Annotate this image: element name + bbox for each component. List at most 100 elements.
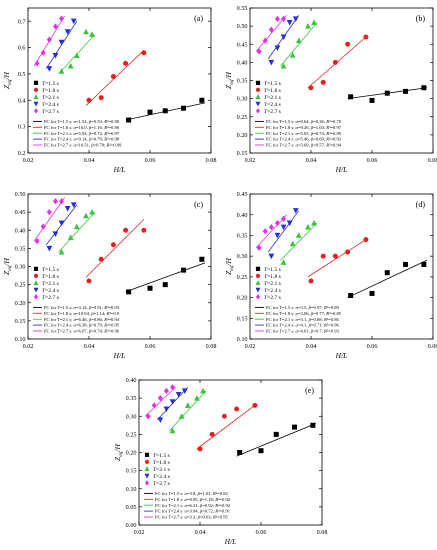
data-point xyxy=(305,23,311,29)
legend-marker xyxy=(144,466,150,471)
y-tick-label: 0.15 xyxy=(15,318,26,325)
legend-marker xyxy=(255,87,261,92)
data-point xyxy=(421,261,427,267)
data-point xyxy=(126,289,132,295)
x-tick-label: 0.06 xyxy=(367,157,378,164)
data-point xyxy=(289,52,296,58)
series-1 xyxy=(236,422,317,457)
data-point xyxy=(320,253,326,259)
legend-label: T=2.4 s xyxy=(42,102,59,108)
y-tick-label: 0.25 xyxy=(15,282,26,289)
y-tick-label: 0.15 xyxy=(126,468,137,475)
data-point xyxy=(199,97,205,103)
data-point xyxy=(73,52,80,58)
x-tick-label: 0.02 xyxy=(245,157,256,164)
fit-line xyxy=(280,222,318,261)
fit-legend-label: FC for T=2.4 s: α=4.1, β=0.71; R²=0.96 xyxy=(266,323,339,329)
fit-legend-label: FC for T=1.5 s: α=3.14, β=0.91; R²=0.93 xyxy=(44,305,120,311)
legend-label: T=1.5 s xyxy=(264,267,281,273)
fit-legend: FC for T=1.5 s: α=0.64, β=0.26; R²=0.70F… xyxy=(255,119,342,149)
legend-marker xyxy=(255,273,261,278)
data-point xyxy=(147,285,153,291)
y-tick-label: 0.50 xyxy=(15,191,26,198)
fit-line xyxy=(280,22,318,67)
panel-label: (e) xyxy=(305,386,314,395)
fit-legend-label: FC for T=1.8 s: α=10.94, β=1.14; R²=0.9 xyxy=(44,311,120,317)
y-tick-label: 0.00 xyxy=(126,522,137,529)
series-4 xyxy=(157,386,189,423)
legend-marker xyxy=(255,266,261,271)
legend-label: T=2.1 s xyxy=(42,281,59,287)
fit-legend-label: FC for T=1.5 s: α=1.54, β=0.53; R²=0.90 xyxy=(44,119,120,125)
series-5 xyxy=(255,214,287,251)
y-tick-label: 0.20 xyxy=(126,450,137,457)
y-axis-label: Zeq/H xyxy=(2,71,13,88)
y-tick-label: 0.05 xyxy=(126,504,137,511)
data-point xyxy=(320,79,326,85)
fit-legend: FC for T=1.5 s: α=3.8, β=1.01; R²=0.82FC… xyxy=(144,491,231,521)
legend-marker xyxy=(255,101,261,107)
y-tick-label: 0.5 xyxy=(18,71,26,78)
y-tick-label: 0.45 xyxy=(15,209,26,216)
fit-legend-label: FC for T=1.5 s: α=3.8, β=1.01; R²=0.82 xyxy=(155,491,228,497)
y-tick-label: 0.20 xyxy=(15,300,26,307)
series-1 xyxy=(125,97,205,123)
fit-line xyxy=(85,219,145,278)
plot-frame xyxy=(249,193,434,340)
legend-label: T=2.7 s xyxy=(42,295,59,301)
data-point xyxy=(70,202,77,208)
legend-marker xyxy=(33,101,39,107)
fit-legend-label: FC for T=2.7 s: α=4.61, β=0.7; R²=0.93 xyxy=(266,329,339,335)
x-tick-label: 0.04 xyxy=(84,157,95,164)
data-point xyxy=(268,59,275,66)
data-point xyxy=(281,215,287,222)
legend-marker xyxy=(33,87,39,92)
y-tick-label: 0.55 xyxy=(237,5,248,12)
data-point xyxy=(268,224,274,231)
y-tick-label: 0.15 xyxy=(237,150,248,157)
data-point xyxy=(58,248,65,255)
data-point xyxy=(67,62,74,69)
data-point xyxy=(369,97,375,103)
data-point xyxy=(83,28,89,35)
data-point xyxy=(311,219,317,226)
panel-label: (a) xyxy=(194,14,203,23)
y-tick-label: 0.35 xyxy=(126,395,137,402)
fit-line xyxy=(236,423,317,457)
legend-marker xyxy=(255,280,261,285)
y-tick-label: 0.35 xyxy=(237,78,248,85)
data-point xyxy=(286,220,293,227)
x-tick-label: 0.02 xyxy=(134,529,145,536)
fit-line xyxy=(347,259,428,298)
data-point xyxy=(126,117,132,123)
data-point xyxy=(151,402,157,409)
legend-label: T=2.4 s xyxy=(264,288,281,294)
data-point xyxy=(363,34,369,40)
legend-label: T=2.1 s xyxy=(264,281,281,287)
fit-legend-label: FC for T=2.7 s: α=3.69, β=0.57; R²=0.94 xyxy=(266,143,342,149)
data-point xyxy=(163,406,170,413)
y-tick-label: 0.25 xyxy=(237,274,248,281)
data-point xyxy=(52,23,58,30)
data-point xyxy=(162,282,168,288)
y-tick-label: 0.45 xyxy=(237,41,248,48)
y-tick-label: 0.40 xyxy=(126,377,137,384)
data-point xyxy=(64,29,71,35)
x-tick-label: 0.08 xyxy=(317,529,328,536)
data-point xyxy=(34,60,40,67)
series-4 xyxy=(267,208,300,260)
fit-legend-label: FC for T=2.1 s: α=5.05, β=0.74; R²=0.89 xyxy=(266,131,342,137)
fit-legend-label: FC for T=1.5 s: α=3.5, β=0.97; R²=0.89 xyxy=(266,305,339,311)
fit-line xyxy=(125,262,206,293)
data-point xyxy=(308,85,314,91)
data-point xyxy=(274,45,281,51)
y-axis-label-group: Zeq/H xyxy=(2,71,13,88)
legend: T=1.5 sT=1.8 sT=2.1 sT=2.4 sT=2.7 s xyxy=(33,80,59,115)
fit-line xyxy=(58,211,96,253)
data-point xyxy=(274,219,280,227)
x-tick-label: 0.08 xyxy=(428,157,437,164)
series-2 xyxy=(85,49,147,106)
fit-legend-label: FC for T=1.8 s: α=16.0, β=1.16; R²=0.96 xyxy=(44,125,120,131)
data-point xyxy=(52,231,59,237)
data-point xyxy=(86,97,92,103)
